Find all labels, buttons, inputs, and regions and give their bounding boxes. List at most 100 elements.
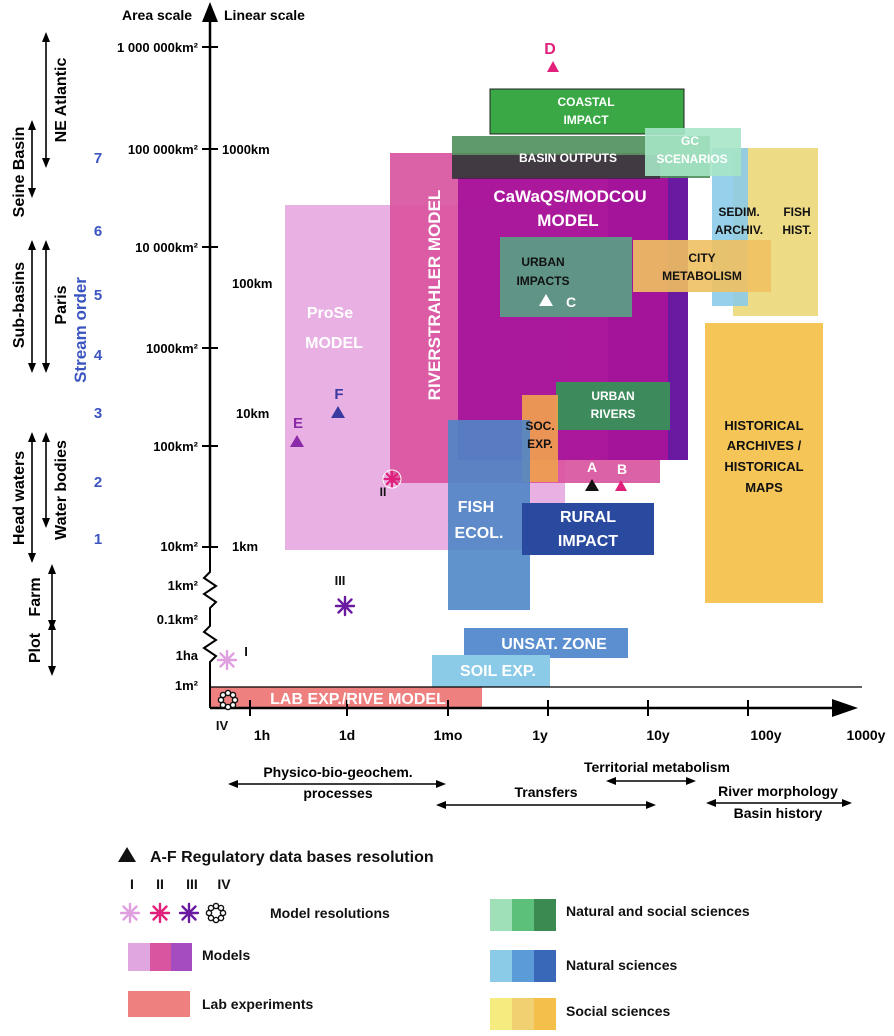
- coastal-impact-label-2: IMPACT: [563, 113, 609, 127]
- spatial-domain-arrows: [31, 40, 53, 668]
- sedim-archiv-label-1: SEDIM.: [718, 205, 759, 219]
- water-bodies-label: Water bodies: [53, 440, 70, 540]
- prose-label-1: ProSe: [307, 305, 353, 322]
- ne-atlantic-label: NE Atlantic: [53, 58, 70, 143]
- area-tick: 1000km²: [146, 341, 199, 356]
- legend-soc-swatch-2: [512, 998, 534, 1030]
- process-arrows: [234, 780, 846, 806]
- time-tick: 1000y: [847, 727, 886, 743]
- historical-label-1: HISTORICAL: [724, 418, 803, 433]
- stream-order-tick: 1: [94, 531, 102, 548]
- plot-label: Plot: [27, 632, 44, 663]
- coastal-impact-label-1: COASTAL: [557, 95, 614, 109]
- area-tick: 1ha: [176, 648, 199, 663]
- marker-d-triangle: [547, 61, 559, 72]
- area-tick-labels: 1 000 000km² 100 000km² 10 000km² 1000km…: [117, 40, 199, 693]
- soil-exp-box: [432, 655, 550, 687]
- legend-soc-swatch-3: [534, 998, 556, 1030]
- marker-c-label: C: [566, 294, 576, 310]
- area-tick: 100km²: [153, 439, 198, 454]
- marker-c-triangle: [539, 294, 553, 306]
- legend-lab-label: Lab experiments: [202, 996, 313, 1012]
- time-tick: 1d: [339, 727, 355, 743]
- legend-roman-i: I: [130, 876, 134, 892]
- legend-nat-label: Natural sciences: [566, 957, 677, 973]
- star-iii-label: III: [335, 573, 346, 588]
- sub-basins-label: Sub-basins: [11, 262, 28, 348]
- star-ii-label: II: [380, 485, 387, 499]
- area-tick: 10 000km²: [135, 240, 199, 255]
- process-arrowheads: [228, 777, 852, 809]
- legend-nat-swatch-3: [534, 950, 556, 982]
- stream-order-tick: 7: [94, 150, 102, 167]
- linear-tick: 1000km: [222, 142, 270, 157]
- coastal-impact-box: [489, 88, 685, 135]
- stream-order-tick: 6: [94, 223, 102, 240]
- legend-ns-swatch-2: [512, 899, 534, 931]
- fish-ecol-box: [448, 420, 530, 610]
- stream-order-tick: 2: [94, 474, 102, 491]
- area-tick: 100 000km²: [128, 142, 199, 157]
- fish-hist-label-1: FISH: [783, 205, 810, 219]
- physico-label-2: processes: [303, 785, 372, 801]
- sedim-archiv-label-2: ARCHIV.: [715, 223, 763, 237]
- legend-roman-iv: IV: [217, 876, 231, 892]
- star-iii: [334, 595, 356, 617]
- linear-scale-title: Linear scale: [224, 7, 305, 23]
- legend-ns-swatch-1: [490, 899, 512, 931]
- vertical-axis-break: [202, 548, 218, 708]
- urban-impacts-label-2: IMPACTS: [516, 274, 569, 288]
- legend-roman-ii: II: [156, 876, 164, 892]
- city-metabolism-label-2: METABOLISM: [662, 269, 742, 283]
- fish-ecol-label-2: ECOL.: [455, 525, 504, 542]
- stream-order-tick: 5: [94, 287, 102, 304]
- soc-exp-label-2: EXP.: [527, 437, 553, 451]
- legend-roman: I II III IV: [130, 876, 231, 892]
- marker-e-triangle: [290, 435, 304, 447]
- vertical-axis-arrowhead: [202, 2, 218, 22]
- gc-scenarios-label-1: GC: [681, 134, 699, 148]
- stream-order-ticks: 1 2 3 4 5 6 7: [94, 150, 103, 548]
- marker-e-label: E: [293, 415, 303, 432]
- head-waters-label: Head waters: [11, 451, 28, 545]
- box-labels-white: COASTAL IMPACT BASIN OUTPUTS GC SCENARIO…: [270, 95, 728, 708]
- star-i-label: I: [244, 644, 248, 659]
- transfers-label: Transfers: [514, 784, 577, 800]
- time-tick-labels: 1h 1d 1mo 1y 10y 100y 1000y: [254, 727, 886, 743]
- star-i: [216, 649, 238, 671]
- linear-tick: 10km: [236, 406, 269, 421]
- linear-tick: 1km: [232, 539, 258, 554]
- area-tick: 0.1km²: [157, 612, 199, 627]
- city-metabolism-label-1: CITY: [688, 251, 715, 265]
- gc-scenarios-label-2: SCENARIOS: [656, 152, 727, 166]
- historical-label-2: ARCHIVES /: [727, 438, 802, 453]
- legend-star-iv: [205, 902, 227, 924]
- urban-impacts-box: [500, 237, 632, 317]
- gc-scenarios-box: [645, 128, 741, 176]
- urban-rivers-box: [556, 382, 670, 430]
- basin-history-label: Basin history: [734, 805, 823, 821]
- star-ii-ring: [382, 469, 402, 489]
- rural-impact-label-1: RURAL: [560, 509, 616, 526]
- time-tick: 1y: [532, 727, 548, 743]
- urban-rivers-label-1: URBAN: [591, 389, 634, 403]
- star-iv: [217, 689, 239, 711]
- area-scale-title: Area scale: [122, 7, 192, 23]
- legend-roman-iii: III: [186, 876, 198, 892]
- legend-soc-label: Social sciences: [566, 1003, 671, 1019]
- marker-a-triangle: [585, 479, 599, 491]
- fish-hist-label-2: HIST.: [782, 223, 811, 237]
- unsat-zone-box: [464, 628, 628, 658]
- city-metabolism-box: [633, 240, 771, 292]
- linear-tick: 100km: [232, 276, 272, 291]
- horizontal-axis-arrowhead: [832, 699, 858, 717]
- area-tick: 10km²: [160, 539, 198, 554]
- farm-label: Farm: [27, 577, 44, 616]
- soc-exp-label-1: SOC.: [525, 419, 554, 433]
- territorial-label: Territorial metabolism: [584, 759, 730, 775]
- time-tick: 10y: [646, 727, 670, 743]
- star-iv-label: IV: [216, 718, 229, 733]
- marker-b-triangle: [615, 480, 627, 491]
- unsat-zone-label: UNSAT. ZONE: [501, 636, 607, 653]
